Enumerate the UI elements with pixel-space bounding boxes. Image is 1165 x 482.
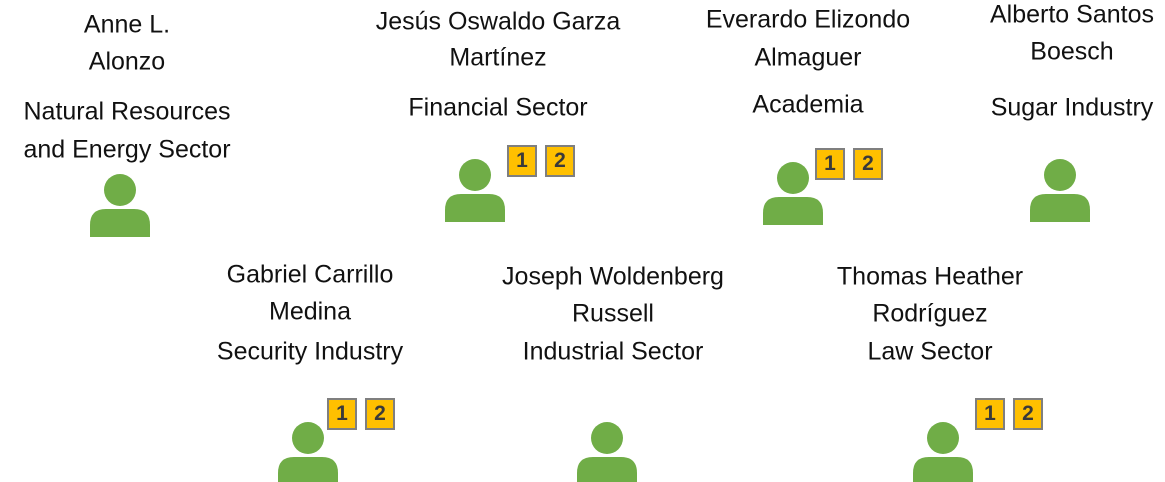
person-sector: Security Industry	[216, 337, 404, 366]
person-sector: Academia	[752, 90, 864, 119]
person-sector: Industrial Sector	[522, 337, 704, 366]
person-sector: Law Sector	[867, 337, 993, 366]
badge: 2	[545, 145, 575, 177]
badge: 2	[365, 398, 395, 430]
person-name: Medina	[269, 297, 351, 326]
person-name: Rodríguez	[872, 299, 988, 328]
person-icon	[445, 159, 505, 222]
person-icon	[577, 422, 637, 482]
badge: 2	[853, 148, 883, 180]
person-name: Jesús Oswaldo Garza	[375, 7, 621, 36]
person-icon	[90, 174, 150, 237]
person-sector: Sugar Industry	[990, 93, 1154, 122]
person-name: Alonzo	[88, 47, 166, 76]
person-icon	[278, 422, 338, 482]
badge: 1	[507, 145, 537, 177]
person-icon	[763, 162, 823, 225]
person-icon	[913, 422, 973, 482]
badge: 1	[975, 398, 1005, 430]
person-name: Almaguer	[754, 43, 862, 72]
person-name: Alberto Santos	[990, 0, 1154, 29]
person-name: Joseph Woldenberg	[502, 262, 724, 291]
person-icon	[1030, 159, 1090, 222]
person-name: Russell	[572, 299, 654, 328]
person-sector: Financial Sector	[408, 93, 588, 122]
person-name: Boesch	[1030, 37, 1114, 66]
person-name: Martínez	[449, 43, 547, 72]
person-name: Everardo Elizondo	[705, 5, 911, 34]
person-name: Anne L.	[83, 10, 171, 39]
person-name: Thomas Heather	[836, 262, 1024, 291]
badge: 1	[327, 398, 357, 430]
person-name: Gabriel Carrillo	[226, 260, 394, 289]
person-sector: and Energy Sector	[23, 135, 231, 164]
badge: 2	[1013, 398, 1043, 430]
badge: 1	[815, 148, 845, 180]
person-sector: Natural Resources	[23, 97, 231, 126]
